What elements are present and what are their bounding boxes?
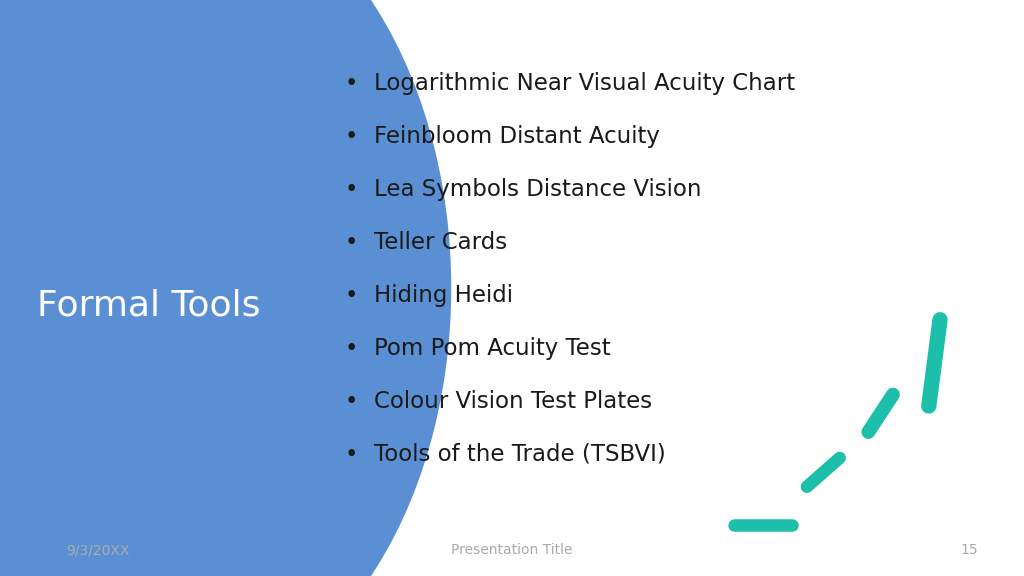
- Text: Colour Vision Test Plates: Colour Vision Test Plates: [374, 390, 652, 413]
- Text: Tools of the Trade (TSBVI): Tools of the Trade (TSBVI): [374, 443, 666, 466]
- Text: Logarithmic Near Visual Acuity Chart: Logarithmic Near Visual Acuity Chart: [374, 72, 795, 95]
- Text: Formal Tools: Formal Tools: [37, 288, 260, 323]
- Text: 15: 15: [961, 543, 978, 557]
- Text: Hiding Heidi: Hiding Heidi: [374, 284, 513, 307]
- Text: •: •: [345, 231, 358, 254]
- Text: Lea Symbols Distance Vision: Lea Symbols Distance Vision: [374, 178, 701, 201]
- Text: •: •: [345, 284, 358, 307]
- Text: Presentation Title: Presentation Title: [452, 543, 572, 557]
- Text: •: •: [345, 390, 358, 413]
- Text: 9/3/20XX: 9/3/20XX: [67, 543, 130, 557]
- Text: •: •: [345, 72, 358, 95]
- Text: Pom Pom Acuity Test: Pom Pom Acuity Test: [374, 337, 610, 360]
- Text: •: •: [345, 125, 358, 148]
- Text: •: •: [345, 337, 358, 360]
- Ellipse shape: [0, 0, 451, 576]
- Text: Teller Cards: Teller Cards: [374, 231, 507, 254]
- Text: Feinbloom Distant Acuity: Feinbloom Distant Acuity: [374, 125, 659, 148]
- Text: •: •: [345, 178, 358, 201]
- Text: •: •: [345, 443, 358, 466]
